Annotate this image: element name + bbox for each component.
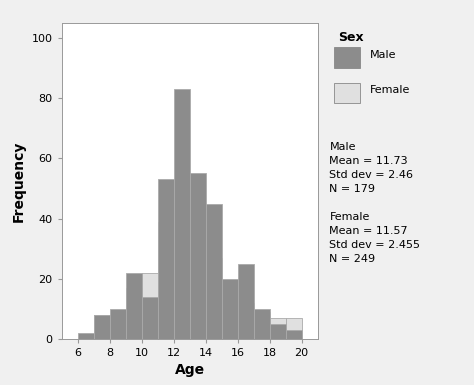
Text: Female: Female [370, 85, 410, 95]
Bar [237, 303, 254, 339]
Bar [173, 89, 190, 339]
Bar [206, 204, 222, 339]
Bar [237, 264, 254, 339]
FancyBboxPatch shape [334, 82, 360, 103]
FancyBboxPatch shape [334, 47, 360, 68]
Text: Male: Male [370, 50, 396, 60]
Bar [157, 221, 173, 339]
Bar [222, 279, 237, 339]
Bar [94, 315, 109, 339]
Bar [270, 318, 285, 339]
X-axis label: Age: Age [174, 363, 205, 377]
Bar [254, 309, 270, 339]
Bar [206, 258, 222, 339]
Bar [94, 315, 109, 339]
Bar [190, 243, 206, 339]
Bar [254, 312, 270, 339]
Bar [126, 288, 142, 339]
Bar [190, 173, 206, 339]
Bar [142, 297, 157, 339]
Bar [222, 294, 237, 339]
Bar [78, 333, 94, 339]
Bar [142, 273, 157, 339]
Bar [173, 201, 190, 339]
Text: Sex: Sex [338, 31, 364, 44]
Bar [109, 309, 126, 339]
Bar [157, 179, 173, 339]
Y-axis label: Frequency: Frequency [12, 140, 26, 222]
Bar [270, 324, 285, 339]
Bar [109, 318, 126, 339]
Bar [285, 330, 301, 339]
Bar [285, 318, 301, 339]
Bar [126, 273, 142, 339]
Text: Male
Mean = 11.73
Std dev = 2.46
N = 179

Female
Mean = 11.57
Std dev = 2.455
N : Male Mean = 11.73 Std dev = 2.46 N = 179… [329, 142, 420, 264]
